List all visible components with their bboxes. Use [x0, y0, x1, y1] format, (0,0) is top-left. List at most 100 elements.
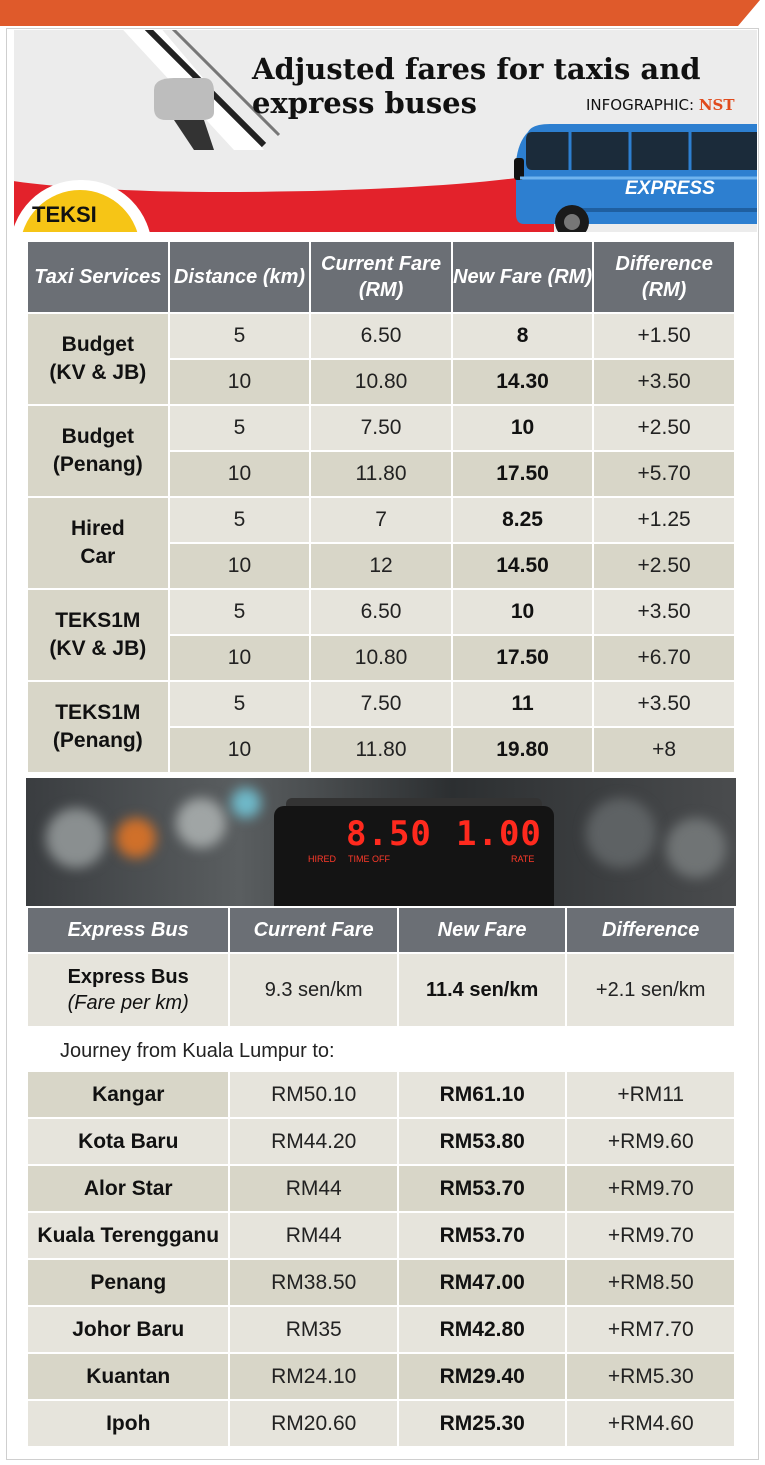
- service-area: (KV & JB): [49, 361, 147, 384]
- express-bus-fare-table: Express Bus Current Fare New Fare Differ…: [25, 906, 736, 1028]
- city-cell: Johor Baru: [25, 1305, 231, 1354]
- service-name: TEKS1M: [55, 609, 141, 632]
- express-bus-icon: EXPRESS: [514, 124, 757, 232]
- bokeh-light: [231, 788, 261, 818]
- table-cell: RM42.80: [396, 1305, 568, 1354]
- table-cell: 8.25: [450, 496, 595, 544]
- journey-fare-table: Kangar RM50.10 RM61.10 +RM11 Kota Baru R…: [25, 1070, 736, 1448]
- taxi-windshield-icon: [123, 30, 281, 150]
- credit-source: NST: [698, 96, 735, 114]
- meter-rate-readout: 1.00: [456, 814, 542, 854]
- table-cell: +3.50: [592, 358, 736, 406]
- table-cell: RM61.10: [396, 1070, 568, 1119]
- table-cell: 11.80: [309, 450, 453, 498]
- bus-label: Express Bus: [67, 966, 189, 988]
- city-cell: Kuala Terengganu: [25, 1211, 231, 1260]
- service-area: (Penang): [52, 453, 143, 476]
- table-cell: RM53.70: [396, 1211, 568, 1260]
- service-cell: Hired Car: [26, 496, 170, 590]
- table-cell: 5: [167, 312, 312, 360]
- table-cell: 10: [167, 450, 312, 498]
- bokeh-light: [666, 818, 726, 878]
- table-cell: +1.50: [592, 312, 736, 360]
- table-cell: RM53.70: [396, 1164, 568, 1213]
- table-row: Alor Star RM44 RM53.70 +RM9.70: [25, 1164, 736, 1213]
- table-cell: RM50.10: [228, 1070, 399, 1119]
- table-cell: 8: [450, 312, 595, 360]
- table-cell: 10: [450, 404, 595, 452]
- service-area: (Penang): [52, 729, 143, 752]
- bokeh-light: [586, 798, 656, 868]
- table-cell: RM25.30: [396, 1399, 568, 1448]
- table-row: Johor Baru RM35 RM42.80 +RM7.70: [25, 1305, 736, 1354]
- service-name: Hired: [70, 517, 125, 540]
- service-cell: TEKS1M (Penang): [26, 680, 170, 774]
- meter-fare-readout: 8.50: [346, 814, 432, 854]
- table-cell: 7.50: [309, 404, 453, 452]
- service-name: TEKS1M: [55, 701, 141, 724]
- table-row: Kuantan RM24.10 RM29.40 +RM5.30: [25, 1352, 736, 1401]
- table-cell: +8: [592, 726, 736, 774]
- table-cell: +3.50: [592, 680, 736, 728]
- meter-label-time: TIME OFF: [348, 854, 390, 864]
- header-cell: Current Fare: [228, 906, 399, 954]
- table-cell: RM47.00: [396, 1258, 568, 1307]
- table-cell: RM29.40: [396, 1352, 568, 1401]
- table-row: Budget (KV & JB) 5 6.50 8 +1.50: [26, 312, 736, 406]
- table-row: 10 10.80 14.30 +3.50: [27, 358, 736, 406]
- table-cell: 10: [167, 634, 312, 682]
- table-cell: 9.3 sen/km: [228, 952, 399, 1028]
- table-cell: 6.50: [309, 312, 453, 360]
- city-cell: Ipoh: [25, 1399, 231, 1448]
- table-cell: 12: [309, 542, 453, 590]
- table-cell: 5: [167, 496, 312, 544]
- city-cell: Penang: [25, 1258, 231, 1307]
- table-cell: 10: [167, 542, 312, 590]
- table-cell: +RM4.60: [565, 1399, 736, 1448]
- header-cell: New Fare (RM): [450, 240, 595, 314]
- table-cell: +RM9.70: [565, 1164, 736, 1213]
- page-title: Adjusted fares for taxis and express bus…: [252, 52, 701, 120]
- table-cell: 5: [167, 680, 312, 728]
- table-cell: +6.70: [592, 634, 736, 682]
- table-row: TEKS1M (KV & JB) 5 6.50 10 +3.50: [26, 588, 736, 682]
- table-header-row: Taxi Services Distance (km) Current Fare…: [26, 240, 736, 314]
- table-cell: 11.4 sen/km: [396, 952, 568, 1028]
- table-cell: 10.80: [309, 634, 453, 682]
- meter-label-hired: HIRED: [308, 854, 337, 864]
- bus-sublabel: (Fare per km): [67, 992, 189, 1014]
- table-cell: +RM7.70: [565, 1305, 736, 1354]
- infographic-credit: INFOGRAPHIC: NST: [586, 96, 735, 114]
- table-cell: 7: [309, 496, 453, 544]
- header-cell: New Fare: [396, 906, 568, 954]
- table-row: 10 11.80 19.80 +8: [27, 726, 736, 774]
- top-accent-bar: [0, 0, 738, 26]
- table-row: 10 12 14.50 +2.50: [27, 542, 736, 590]
- credit-prefix: INFOGRAPHIC:: [586, 96, 699, 114]
- service-name: Budget: [61, 425, 134, 448]
- city-cell: Alor Star: [25, 1164, 231, 1213]
- teksi-label: TEKSI: [32, 202, 97, 227]
- table-cell: +2.50: [592, 404, 736, 452]
- table-cell: +5.70: [592, 450, 736, 498]
- table-cell: RM20.60: [228, 1399, 399, 1448]
- table-row: Penang RM38.50 RM47.00 +RM8.50: [25, 1258, 736, 1307]
- header-cell: Taxi Services: [26, 240, 170, 314]
- table-cell: 5: [167, 404, 312, 452]
- header-cell: Current Fare (RM): [309, 240, 453, 314]
- table-row: TEKS1M (Penang) 5 7.50 11 +3.50: [26, 680, 736, 774]
- table-row: Ipoh RM20.60 RM25.30 +RM4.60: [25, 1399, 736, 1448]
- bokeh-light: [46, 808, 106, 868]
- taxi-meter-icon: [274, 806, 554, 906]
- service-area: Car: [80, 545, 116, 568]
- bus-label-cell: Express Bus (Fare per km): [25, 952, 231, 1028]
- bokeh-light: [116, 818, 156, 858]
- service-area: (KV & JB): [49, 637, 147, 660]
- table-row: Budget (Penang) 5 7.50 10 +2.50: [26, 404, 736, 498]
- table-cell: 10.80: [309, 358, 453, 406]
- city-cell: Kangar: [25, 1070, 231, 1119]
- table-cell: RM44: [228, 1164, 399, 1213]
- table-cell: RM38.50: [228, 1258, 399, 1307]
- table-cell: 7.50: [309, 680, 453, 728]
- table-row: Kuala Terengganu RM44 RM53.70 +RM9.70: [25, 1211, 736, 1260]
